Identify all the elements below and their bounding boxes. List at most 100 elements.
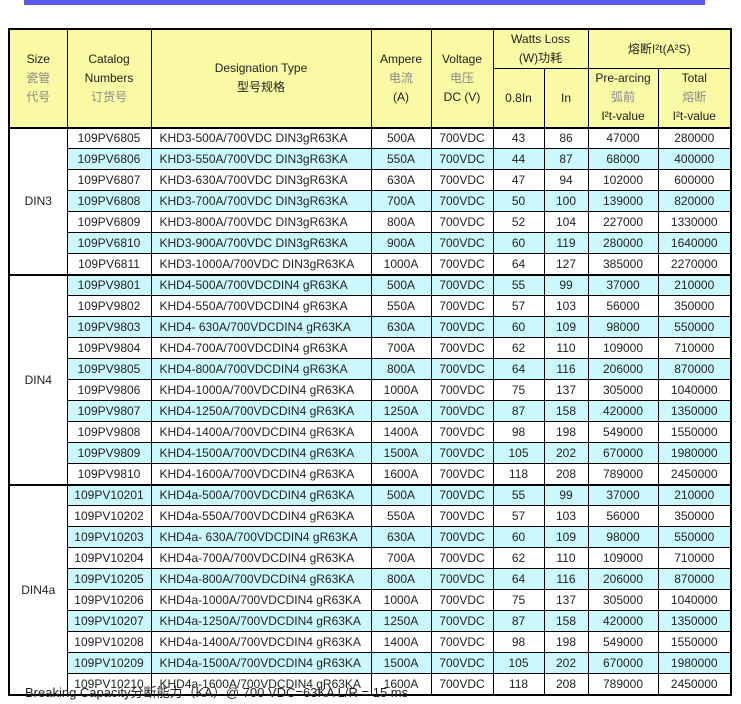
cell-voltage: 700VDC: [430, 358, 494, 380]
col-header-voltage-unit: DC (V): [443, 89, 481, 104]
table-row: 109PV9805 KHD4-800A/700VDCDIN4 gR63KA 800A…: [9, 358, 732, 380]
cell-total-i2t: 550000: [657, 526, 732, 548]
cell-designation: KHD4a-1000A/700VDCDIN4 gR63KA: [150, 589, 372, 611]
cell-watts-in: 127: [543, 253, 589, 275]
cell-watts-in: 104: [543, 211, 589, 233]
cell-designation: KHD4a-1500A/700VDCDIN4 gR63KA: [150, 652, 372, 674]
cell-total-i2t: 1350000: [657, 610, 732, 632]
cell-prearcing-i2t: 109000: [587, 337, 659, 359]
table-row: 109PV10205 KHD4a-800A/700VDCDIN4 gR63KA 80…: [9, 568, 732, 590]
table-row: 109PV6807 KHD3-630A/700VDC DIN3gR63KA 630A…: [9, 169, 732, 191]
cell-total-i2t: 350000: [657, 505, 732, 527]
cell-watts-08in: 64: [492, 253, 545, 275]
cell-designation: KHD4-700A/700VDCDIN4 gR63KA: [150, 337, 372, 359]
cell-voltage: 700VDC: [430, 673, 494, 695]
cell-catalog-number: 109PV10207: [66, 610, 152, 632]
cell-designation: KHD4-500A/700VDCDIN4 gR63KA: [150, 273, 372, 296]
cell-voltage: 700VDC: [430, 421, 494, 443]
cell-watts-in: 103: [543, 295, 589, 317]
cell-watts-in: 198: [543, 631, 589, 653]
table-header: Size 瓷管 代号 Catalog Numbers 订货号 Designati…: [8, 28, 732, 128]
cell-watts-08in: 64: [492, 358, 545, 380]
table-row: 109PV10207 KHD4a-1250A/700VDCDIN4 gR63KA 1…: [9, 610, 732, 632]
cell-prearcing-i2t: 37000: [587, 483, 659, 506]
cell-prearcing-i2t: 305000: [587, 379, 659, 401]
cell-watts-08in: 118: [492, 673, 545, 695]
col-header-size: Size 瓷管 代号: [8, 28, 68, 128]
col-header-ampere-unit: (A): [393, 89, 409, 104]
cell-total-i2t: 210000: [657, 483, 732, 506]
cell-voltage: 700VDC: [430, 211, 494, 233]
table-row: 109PV6810 KHD3-900A/700VDC DIN3gR63KA 900A…: [9, 232, 732, 254]
table-row: 109PV6811 KHD3-1000A/700VDC DIN3gR63KA 100…: [9, 253, 732, 275]
cell-watts-in: 137: [543, 379, 589, 401]
cell-prearcing-i2t: 227000: [587, 211, 659, 233]
table-row: 109PV6808 KHD3-700A/700VDC DIN3gR63KA 700A…: [9, 190, 732, 212]
cell-ampere: 1000A: [370, 379, 432, 401]
cell-watts-in: 99: [543, 273, 589, 296]
cell-watts-08in: 55: [492, 273, 545, 296]
cell-catalog-number: 109PV9807: [66, 400, 152, 422]
cell-ampere: 550A: [370, 505, 432, 527]
cell-catalog-number: 109PV6811: [66, 253, 152, 275]
cell-total-i2t: 1350000: [657, 400, 732, 422]
cell-designation: KHD4a-1600A/700VDCDIN4 gR63KA: [150, 673, 372, 695]
cell-voltage: 700VDC: [430, 652, 494, 674]
cell-prearcing-i2t: 56000: [587, 295, 659, 317]
cell-voltage: 700VDC: [430, 169, 494, 191]
cell-prearcing-i2t: 47000: [587, 126, 659, 149]
cell-prearcing-i2t: 789000: [587, 463, 659, 485]
table-row: 109PV10208 KHD4a-1400A/700VDCDIN4 gR63KA 1…: [9, 631, 732, 653]
cell-voltage: 700VDC: [430, 337, 494, 359]
cell-ampere: 800A: [370, 358, 432, 380]
cell-ampere: 1500A: [370, 652, 432, 674]
prearcing-label-cjk: 弧前: [610, 90, 635, 105]
cell-watts-08in: 105: [492, 442, 545, 464]
cell-ampere: 1600A: [370, 463, 432, 485]
cell-watts-in: 202: [543, 652, 589, 674]
cell-watts-08in: 47: [492, 169, 545, 191]
col-header-size-cjk2: 代号: [26, 89, 51, 104]
cell-designation: KHD4- 630A/700VDCDIN4 gR63KA: [150, 316, 372, 338]
cell-designation: KHD3-900A/700VDC DIN3gR63KA: [150, 232, 372, 254]
cell-watts-08in: 57: [492, 505, 545, 527]
cell-watts-08in: 105: [492, 652, 545, 674]
col-header-catalog-line2: Numbers: [84, 70, 134, 85]
cell-ampere: 1400A: [370, 631, 432, 653]
cell-designation: KHD4-800A/700VDCDIN4 gR63KA: [150, 358, 372, 380]
cell-total-i2t: 1980000: [657, 442, 732, 464]
cell-prearcing-i2t: 206000: [587, 568, 659, 590]
cell-ampere: 800A: [370, 568, 432, 590]
cell-total-i2t: 210000: [657, 273, 732, 296]
table-row: DIN4a 109PV10201 KHD4a-500A/700VDCDIN4 gR6…: [8, 483, 732, 695]
col-header-ampere: Ampere 电流 (A): [370, 28, 432, 128]
cell-ampere: 1000A: [370, 589, 432, 611]
cell-catalog-number: 109PV6806: [66, 148, 152, 170]
cell-total-i2t: 870000: [657, 358, 732, 380]
cell-ampere: 700A: [370, 547, 432, 569]
cell-catalog-number: 109PV10210: [66, 673, 152, 695]
col-header-catalog-cjk: 订货号: [90, 89, 127, 104]
fuse-spec-table: Size 瓷管 代号 Catalog Numbers 订货号 Designati…: [8, 28, 733, 696]
table-row: 109PV10209 KHD4a-1500A/700VDCDIN4 gR63KA 1…: [9, 652, 732, 674]
cell-total-i2t: 870000: [657, 568, 732, 590]
cell-catalog-number: 109PV10206: [66, 589, 152, 611]
cell-designation: KHD4-1600A/700VDCDIN4 gR63KA: [150, 463, 372, 485]
cell-total-i2t: 1040000: [657, 589, 732, 611]
cell-catalog-number: 109PV10201: [66, 483, 152, 506]
cell-watts-in: 109: [543, 316, 589, 338]
cell-prearcing-i2t: 98000: [587, 316, 659, 338]
cell-catalog-number: 109PV9808: [66, 421, 152, 443]
cell-voltage: 700VDC: [430, 568, 494, 590]
cell-total-i2t: 1550000: [657, 631, 732, 653]
cell-designation: KHD4-1400A/700VDCDIN4 gR63KA: [150, 421, 372, 443]
cell-watts-in: 208: [543, 673, 589, 695]
cell-ampere: 900A: [370, 232, 432, 254]
col-header-catalog-line1: Catalog: [88, 51, 130, 66]
col-header-size-cjk1: 瓷管: [26, 70, 51, 85]
cell-watts-08in: 75: [492, 589, 545, 611]
col-header-ampere-cjk: 电流: [388, 70, 413, 85]
cell-voltage: 700VDC: [430, 253, 494, 275]
cell-ampere: 1400A: [370, 421, 432, 443]
cell-watts-in: 116: [543, 568, 589, 590]
